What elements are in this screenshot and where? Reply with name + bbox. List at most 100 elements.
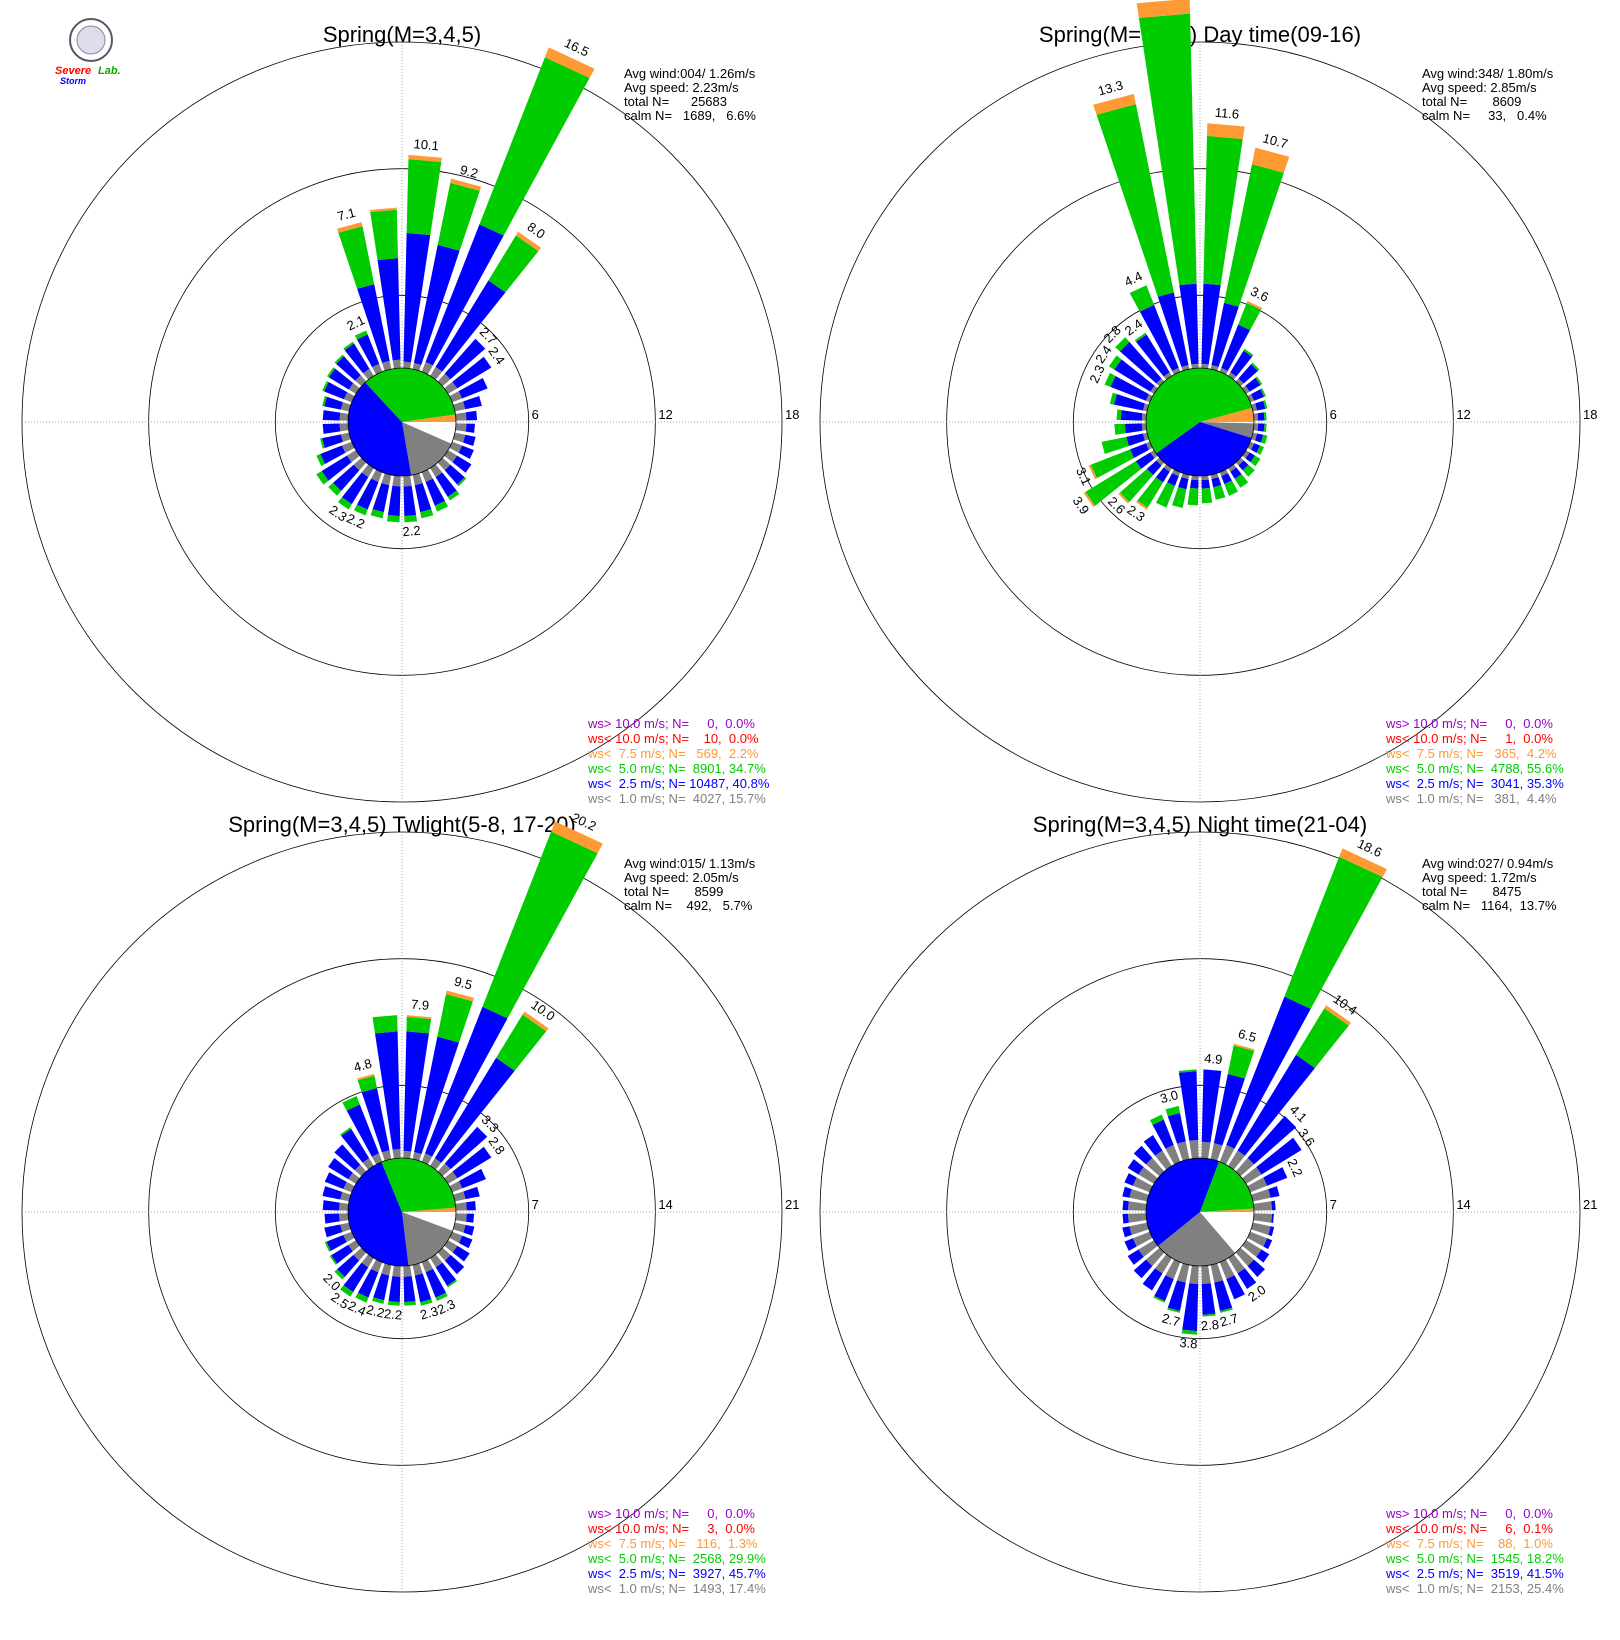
bar-segment-lt2_5 [1135,452,1155,469]
bar-segment-lt5 [404,1301,417,1306]
bar-segment-lt2_5 [328,368,354,390]
bar-segment-lt2_5 [1127,1249,1144,1265]
pie-slice [1145,1158,1220,1246]
bar-segment-lt5 [1115,337,1130,352]
bar-segment-lt7_5 [450,178,482,191]
bar-segment-lt2_5 [1113,394,1145,411]
bar-segment-lt1 [1165,1259,1181,1280]
bar-segment-lt1 [1253,1213,1273,1223]
legend-entry: ws< 10.0 m/s; N= 6, 0.1% [1385,1521,1553,1536]
bar-segment-lt1 [1210,1143,1223,1161]
bar-segment-lt5 [1263,423,1267,432]
bar-segment-lt5 [1255,376,1263,386]
bar-segment-lt1 [1235,457,1244,466]
logo-word-storm: Storm [60,76,86,86]
bar-segment-lt5 [1260,388,1267,397]
bar-segment-lt1 [1145,1247,1165,1267]
bar-segment-lt2_5 [444,1254,465,1275]
bar-segment-lt1 [444,450,458,463]
bar-segment-lt5 [320,438,325,449]
bar-segment-lt1 [1155,1254,1172,1274]
bar-segment-lt5 [435,1292,448,1302]
bar-segment-lt2_5 [466,1213,475,1223]
bar-segment-lt2_5 [320,445,346,465]
bar-segment-lt7_5 [406,1015,432,1020]
stat-line: Avg speed: 2.05m/s [624,870,739,885]
bar-segment-lt2_5 [387,485,401,517]
bar-segment-lt5 [1137,477,1164,508]
bar-segment-lt1 [346,450,360,463]
bar-segment-lt2_5 [452,356,492,389]
legend-entry: ws< 1.0 m/s; N= 2153, 25.4% [1385,1581,1564,1596]
bar-segment-lt1 [1201,1265,1211,1285]
bar-segment-lt7_5 [544,47,595,79]
bar-segment-lt2_5 [1122,1226,1132,1238]
stat-line: Avg speed: 2.23m/s [624,80,739,95]
logo-seal-inner [76,25,106,55]
bar-segment-lt2_5 [1114,359,1155,392]
bar-segment-lt2_5 [321,455,352,481]
bar-segment-lt5 [1201,487,1213,504]
bar-segment-lt1 [382,360,392,371]
pie-slice [402,422,452,476]
legend-entry: ws< 10.0 m/s; N= 10, 0.0% [587,731,759,746]
bar-segment-lt2_5 [1201,1069,1222,1143]
bar-segment-lt1 [338,1213,349,1222]
bar-segment-lt5 [355,1292,369,1303]
legend-entry: ws< 5.0 m/s; N= 8901, 34.7% [587,761,766,776]
bar-label: 2.2 [344,511,367,532]
bar-segment-lt5 [370,509,384,519]
bar-segment-lt7_5 [551,821,603,854]
bar-segment-lt1 [1201,475,1209,481]
bar-segment-lt2_5 [372,483,390,513]
bar-segment-lt5 [437,994,473,1043]
bar-label: 2.3 [1086,363,1107,386]
bar-segment-lt1 [1242,1240,1262,1257]
bar-label: 10.1 [413,136,440,153]
bar-segment-lt2_5 [465,423,475,433]
radial-tick-label: 12 [658,407,672,422]
bar-segment-lt2_5 [331,1244,353,1264]
bar-segment-lt1 [453,401,466,412]
bar-segment-lt1 [437,1163,451,1177]
bar-segment-lt2_5 [324,382,348,400]
bar-segment-lt5 [353,504,368,516]
windrose-panel-2: 6 12 18 Spring(M=3,4,5) Day time(09-16) Avg … [819,0,1597,806]
stat-line: total N= 8599 [624,884,723,899]
bar-segment-lt7_5 [1093,93,1136,115]
grid-ring-1 [1072,1084,1328,1340]
bar-segment-lt2_5 [1136,334,1170,377]
bar-segment-lt5 [447,1279,458,1288]
bar-segment-lt7_5 [522,1011,549,1032]
bar-segment-lt2_5 [1182,1283,1199,1332]
bar-segment-lt1 [430,1158,442,1170]
bar-segment-lt1 [1145,1157,1165,1177]
bar-segment-lt5 [1261,434,1268,444]
bar-segment-lt1 [412,362,422,371]
bar-segment-lt2_5 [1178,477,1189,490]
bar-segment-lt2_5 [435,1262,457,1286]
bar-segment-lt5 [322,380,329,392]
bar-segment-lt2_5 [1268,1226,1275,1237]
bar-segment-lt2_5 [452,1146,492,1179]
bar-segment-lt1 [1132,1177,1153,1193]
bar-segment-lt1 [1210,1263,1223,1283]
bar-segment-lt5 [482,831,598,1019]
bar-segment-lt1 [430,464,443,478]
bar-segment-lt7_5 [515,231,542,252]
bar-segment-lt1 [421,1259,434,1273]
bar-segment-lt2_5 [334,1144,361,1171]
bar-segment-lt2_5 [458,377,488,399]
bar-segment-lt2_5 [326,1235,347,1251]
bar-segment-lt1 [381,1150,392,1161]
legend-entry: ws< 7.5 m/s; N= 116, 1.3% [587,1536,758,1551]
bar-segment-lt1 [1253,413,1259,421]
bar-segment-lt2_5 [465,410,478,421]
bar-segment-lt7_5 [1136,500,1148,510]
bar-segment-lt1 [1253,423,1259,431]
legend-entry: ws< 7.5 m/s; N= 569, 2.2% [587,746,759,761]
stat-line: total N= 8475 [1422,884,1521,899]
bar-segment-lt2_5 [1256,1249,1270,1263]
bar-segment-lt2_5 [425,1006,508,1157]
bar-segment-lt2_5 [403,1031,430,1152]
